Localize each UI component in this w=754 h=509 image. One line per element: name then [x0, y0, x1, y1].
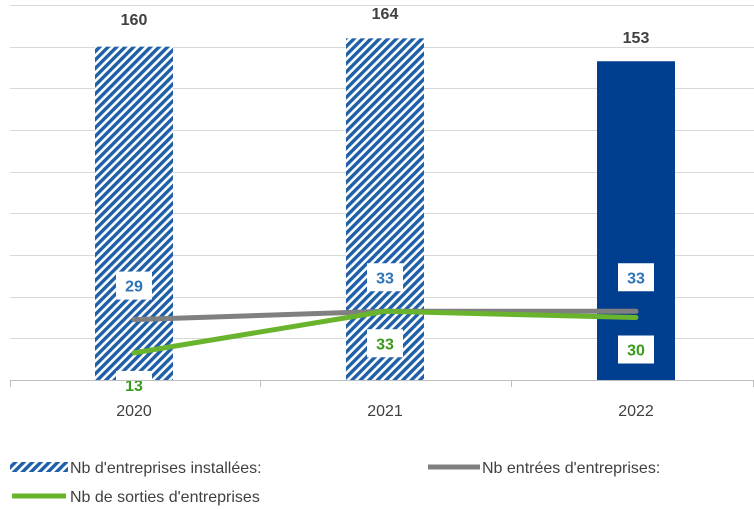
entrees-value-label-bg: [618, 263, 654, 292]
bar-2022: [597, 61, 675, 380]
x-tick-label: 2022: [618, 403, 654, 420]
entrees-value-label: 33: [376, 270, 394, 287]
sorties-value-label-bg: [116, 370, 152, 399]
bar-value-label: 164: [372, 6, 399, 23]
legend: Nb d'entreprises installées: Nb entrées d…: [10, 460, 660, 506]
bars: [95, 38, 675, 381]
entrees-value-label: 29: [125, 279, 143, 296]
bar-2021: [346, 38, 424, 380]
legend-swatch-installees: [10, 462, 68, 472]
entrees-value-label: 33: [627, 270, 645, 287]
legend-label-installees: Nb d'entreprises installées:: [70, 460, 262, 477]
sorties-value-label: 30: [627, 343, 645, 360]
bar-value-label: 153: [623, 30, 650, 47]
line-sorties: [131, 308, 639, 356]
sorties-value-label: 33: [376, 336, 394, 353]
x-tick-label: 2021: [367, 403, 403, 420]
x-axis: 2020 2021 2022: [10, 380, 754, 420]
sorties-value-label-bg: [367, 329, 403, 358]
entrees-value-label-bg: [116, 271, 152, 300]
data-labels: 160 164 153 29 33 33 13 33 30: [116, 6, 654, 399]
entrees-value-label-bg: [367, 263, 403, 292]
bar-value-label: 160: [121, 12, 148, 29]
legend-label-sorties: Nb de sorties d'entreprises: [70, 489, 260, 506]
legend-label-entrees: Nb entrées d'entreprises:: [482, 460, 660, 477]
series-lines: [131, 308, 639, 356]
sorties-value-label: 13: [125, 378, 143, 395]
bar-2020: [95, 46, 173, 381]
x-tick-label: 2020: [116, 403, 152, 420]
sorties-value-label-bg: [618, 335, 654, 364]
